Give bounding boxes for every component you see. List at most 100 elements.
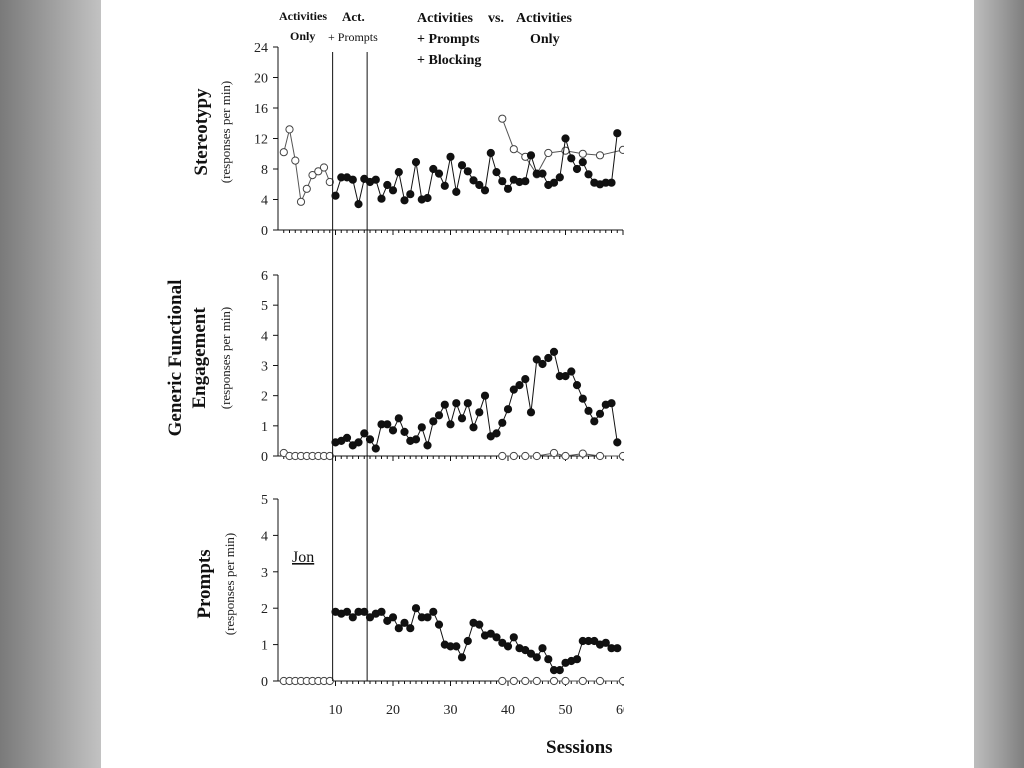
data-point-closed-generic-functional-engagement [607,399,616,408]
y-tick-label-generic-functional-engagement: 1 [261,420,268,435]
data-point-closed-prompts [486,629,495,638]
y-tick-label-stereotypy: 8 [261,163,268,178]
data-point-closed-generic-functional-engagement [492,429,501,438]
data-point-closed-stereotypy [440,181,449,190]
data-point-closed-generic-functional-engagement [549,347,559,356]
x-tick-label: 50 [559,703,573,718]
data-point-closed-stereotypy [526,151,536,160]
data-point-closed-generic-functional-engagement [400,427,409,436]
data-point-closed-generic-functional-engagement [371,444,380,453]
data-point-closed-prompts [503,642,513,651]
data-point-closed-prompts [613,644,622,653]
ylabel-prompts: Prompts [194,549,215,618]
data-point-closed-stereotypy [486,148,495,158]
data-point-open-generic-functional-engagement [532,451,541,461]
x-tick-label: 30 [444,703,458,718]
data-point-closed-stereotypy [331,191,340,200]
right-crop-mask [624,0,974,768]
phase-label-act-prompts-2: + Prompts [328,30,378,44]
data-point-closed-prompts [590,636,599,646]
data-point-open-generic-functional-engagement [561,451,570,461]
data-point-closed-stereotypy [354,200,363,209]
data-point-closed-generic-functional-engagement [446,420,455,429]
data-point-closed-stereotypy [613,129,622,138]
phase-label-activities-only-1: Activities [279,9,327,23]
data-point-closed-generic-functional-engagement [480,391,490,400]
data-point-closed-stereotypy [377,194,386,203]
data-point-closed-prompts [434,620,444,629]
data-point-closed-prompts [555,666,564,675]
data-point-closed-prompts [360,607,369,616]
data-point-closed-generic-functional-engagement [388,426,398,435]
x-tick-label: 20 [386,703,400,718]
data-point-closed-generic-functional-engagement [360,429,369,438]
data-point-closed-prompts [475,620,484,629]
data-point-open-stereotypy [285,125,294,134]
y-tick-label-stereotypy: 12 [254,133,268,148]
participant-name: Jon [292,549,314,566]
data-point-closed-generic-functional-engagement [457,414,467,423]
data-point-closed-prompts [526,649,536,658]
data-point-closed-stereotypy [383,180,392,190]
data-point-closed-stereotypy [411,158,421,167]
phase-label-blocking-1: Activities [417,11,474,26]
series-line-closed-generic-functional-engagement [335,350,618,450]
data-point-closed-generic-functional-engagement [469,423,478,432]
ylabel-engagement-group: Generic Functional Engagement (responses… [165,280,233,437]
data-point-closed-stereotypy [549,178,559,187]
data-point-closed-prompts [411,604,421,613]
data-point-open-stereotypy [325,177,334,187]
data-point-closed-stereotypy [348,175,357,184]
data-point-closed-stereotypy [394,168,403,177]
slide-content: Activities Only Act. + Prompts Activitie… [101,0,974,768]
data-point-closed-prompts [601,638,610,647]
data-point-closed-stereotypy [584,170,593,179]
data-point-closed-stereotypy [503,184,513,193]
data-point-open-prompts [521,676,530,686]
data-point-closed-stereotypy [423,193,432,203]
data-point-open-generic-functional-engagement [549,448,559,458]
data-point-open-stereotypy [595,151,605,160]
data-point-open-prompts [325,676,334,686]
data-point-closed-generic-functional-engagement [567,367,576,376]
y-tick-label-stereotypy: 16 [254,102,268,117]
data-point-open-stereotypy [302,184,311,193]
y-tick-label-prompts: 3 [261,566,268,581]
data-point-open-stereotypy [544,148,553,158]
ylabel-stereotypy-group: Stereotypy (responses per min) [191,81,233,184]
data-point-closed-prompts [572,655,582,664]
y-tick-label-generic-functional-engagement: 2 [261,390,268,405]
data-point-closed-prompts [377,607,386,616]
ylabel-stereotypy: Stereotypy [191,88,212,176]
data-point-closed-generic-functional-engagement [411,435,421,444]
data-point-closed-prompts [538,644,547,653]
data-point-open-prompts [509,676,518,686]
data-point-closed-generic-functional-engagement [538,359,547,369]
data-point-closed-stereotypy [463,167,472,176]
data-point-open-stereotypy [314,167,323,176]
data-point-closed-stereotypy [429,164,438,174]
ylabel-stereotypy-unit: (responses per min) [218,81,233,184]
y-tick-label-prompts: 0 [261,675,268,690]
data-point-open-generic-functional-engagement [509,451,518,461]
data-point-closed-prompts [509,633,518,642]
y-tick-label-prompts: 4 [261,529,268,544]
phase-label-blocking-3: + Blocking [417,53,481,68]
data-point-open-prompts [549,676,559,686]
ylabel-engagement-unit: (responses per min) [218,307,233,410]
data-point-closed-prompts [429,607,438,616]
data-point-closed-generic-functional-engagement [452,399,461,408]
y-tick-label-prompts: 1 [261,639,268,654]
y-tick-label-generic-functional-engagement: 4 [261,329,268,344]
ylabel-engagement-line2: Engagement [189,307,210,409]
data-point-closed-generic-functional-engagement [463,399,472,408]
data-point-closed-generic-functional-engagement [584,406,593,415]
data-point-open-generic-functional-engagement [325,451,334,461]
data-point-closed-stereotypy [555,173,564,182]
data-point-closed-stereotypy [572,164,582,174]
data-point-open-prompts [498,676,507,686]
data-point-closed-prompts [348,613,357,622]
data-point-closed-stereotypy [561,134,570,143]
